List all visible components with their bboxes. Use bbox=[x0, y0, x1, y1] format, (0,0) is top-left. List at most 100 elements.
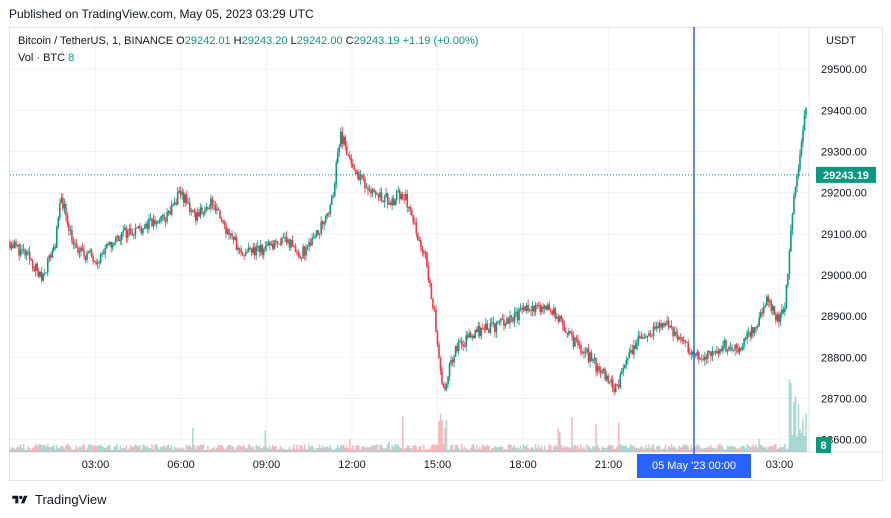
candle-body bbox=[758, 317, 761, 326]
candle-body bbox=[438, 344, 440, 359]
volume-bar bbox=[785, 448, 788, 452]
volume-bar bbox=[63, 448, 66, 452]
candle-body bbox=[241, 252, 244, 255]
candle-body bbox=[509, 315, 511, 324]
candle-body bbox=[293, 245, 295, 247]
volume-bar bbox=[273, 446, 276, 452]
symbol-label[interactable]: Bitcoin / TetherUS, 1, BINANCE bbox=[18, 35, 174, 47]
volume-bar bbox=[451, 444, 454, 452]
volume-bar bbox=[802, 418, 804, 452]
candle-body bbox=[179, 190, 182, 195]
candle-body bbox=[127, 230, 129, 238]
candle-body bbox=[527, 304, 529, 311]
volume-bar bbox=[36, 446, 38, 452]
candle-body bbox=[59, 203, 61, 218]
volume-bar bbox=[716, 448, 718, 452]
volume-bar bbox=[478, 446, 481, 452]
candle-body bbox=[707, 350, 709, 359]
candle-body bbox=[448, 363, 451, 377]
candle-body bbox=[472, 335, 475, 338]
candle-body bbox=[364, 178, 366, 189]
volume-bar bbox=[208, 449, 211, 452]
candle-body bbox=[732, 350, 735, 351]
volume-bar bbox=[794, 396, 797, 452]
candle-body bbox=[528, 309, 531, 311]
volume-label[interactable]: Vol · BTC bbox=[18, 52, 66, 64]
candle-body bbox=[232, 236, 235, 240]
candle-body bbox=[660, 323, 662, 328]
volume-bar bbox=[534, 444, 537, 452]
candle-body bbox=[468, 333, 470, 338]
volume-bar bbox=[454, 444, 457, 452]
high-value: 29243.20 bbox=[241, 35, 288, 47]
candle-body bbox=[155, 222, 158, 224]
candle-body bbox=[176, 192, 179, 205]
currency-label[interactable]: USDT bbox=[826, 35, 856, 47]
candle-body bbox=[534, 305, 537, 312]
candle-body bbox=[346, 146, 348, 155]
candle-body bbox=[65, 204, 67, 216]
volume-bar bbox=[231, 446, 233, 452]
candle-body bbox=[78, 251, 81, 253]
candle-body bbox=[389, 202, 392, 205]
y-tick-label: 29400.00 bbox=[821, 105, 867, 117]
volume-bar bbox=[421, 449, 424, 452]
candle-body bbox=[272, 244, 274, 249]
volume-bar bbox=[427, 449, 430, 452]
candle-body bbox=[339, 131, 342, 147]
candle-body bbox=[113, 242, 116, 245]
chart-frame[interactable] bbox=[9, 27, 883, 481]
volume-bar bbox=[460, 444, 463, 452]
candle-body bbox=[225, 225, 227, 234]
candle-body bbox=[642, 336, 644, 339]
volume-bar bbox=[98, 446, 100, 452]
volume-bar bbox=[740, 446, 742, 452]
volume-bar bbox=[403, 448, 406, 452]
candle-body bbox=[797, 169, 800, 177]
volume-bar bbox=[444, 427, 446, 452]
candle-body bbox=[68, 223, 70, 231]
volume-bar bbox=[355, 446, 357, 452]
volume-bar bbox=[622, 445, 625, 452]
volume-bar bbox=[148, 447, 150, 452]
tradingview-logo[interactable]: TradingView bbox=[10, 492, 107, 507]
candle-body bbox=[188, 202, 191, 212]
volume-bar bbox=[71, 449, 73, 452]
candle-body bbox=[415, 222, 418, 234]
volume-bar bbox=[43, 444, 46, 452]
candle-body bbox=[262, 249, 265, 255]
candle-body bbox=[63, 204, 66, 209]
volume-bar bbox=[406, 445, 409, 452]
volume-bar bbox=[521, 449, 523, 452]
candle-body bbox=[753, 327, 756, 334]
candle-body bbox=[318, 233, 321, 235]
candlestick-chart[interactable]: 28600.00 28700.00 28800.00 28900.00 29000.00… bbox=[9, 27, 883, 481]
candle-body bbox=[358, 172, 360, 180]
candle-body bbox=[28, 251, 31, 260]
volume-bar bbox=[134, 444, 137, 452]
volume-bar bbox=[28, 447, 31, 452]
candle-body bbox=[636, 342, 638, 349]
candle-body bbox=[317, 230, 319, 235]
volume-bar bbox=[344, 447, 347, 452]
volume-bar bbox=[9, 449, 11, 452]
candle-body bbox=[376, 194, 378, 196]
volume-bar bbox=[370, 446, 372, 452]
volume-series bbox=[9, 379, 807, 452]
candle-body bbox=[749, 332, 751, 337]
candle-body bbox=[86, 253, 88, 260]
volume-bar bbox=[291, 448, 294, 452]
volume-bar bbox=[682, 444, 685, 452]
candle-body bbox=[400, 193, 403, 200]
candle-body bbox=[401, 193, 404, 199]
volume-bar bbox=[409, 448, 412, 452]
candle-body bbox=[491, 322, 493, 324]
y-tick-label: 28800.00 bbox=[821, 352, 867, 364]
candle-body bbox=[148, 219, 150, 229]
volume-bar bbox=[528, 449, 531, 452]
volume-bar bbox=[125, 445, 128, 452]
candle-body bbox=[424, 252, 427, 254]
volume-bar bbox=[678, 445, 680, 452]
candle-body bbox=[122, 229, 125, 232]
volume-bar bbox=[279, 445, 282, 452]
